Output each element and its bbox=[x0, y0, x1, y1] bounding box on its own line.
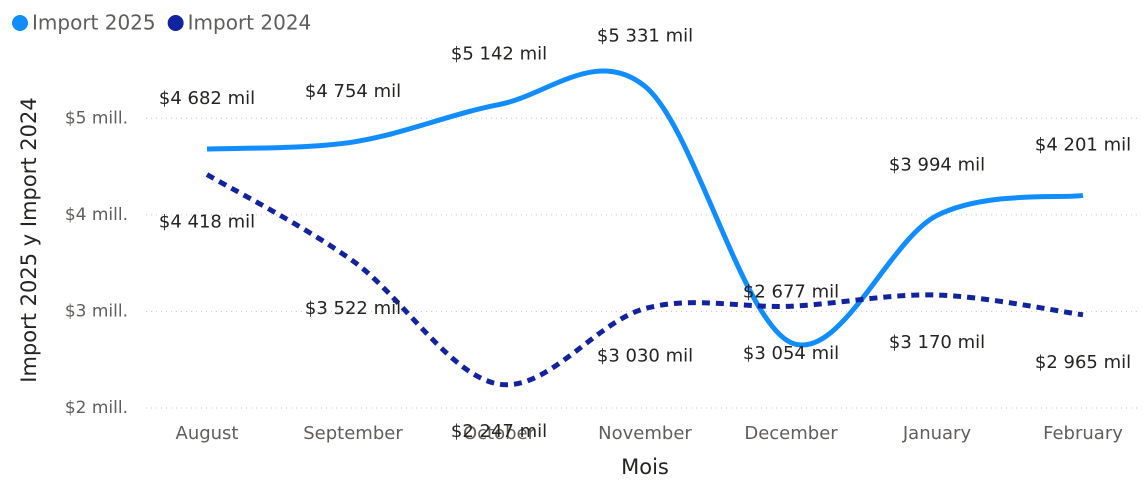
x-tick-label: October bbox=[463, 423, 536, 444]
data-label: $2 677 mil bbox=[743, 282, 839, 303]
y-tick-label: $4 mill. bbox=[65, 205, 128, 225]
x-tick-label: February bbox=[1043, 423, 1123, 444]
data-label: $4 682 mil bbox=[159, 88, 255, 109]
data-label: $3 054 mil bbox=[743, 343, 839, 364]
data-label: $4 754 mil bbox=[305, 81, 401, 102]
data-label: $4 418 mil bbox=[159, 211, 255, 232]
x-tick-label: December bbox=[744, 423, 838, 444]
legend-marker bbox=[167, 15, 184, 31]
y-tick-label: $5 mill. bbox=[65, 108, 128, 128]
data-label: $5 142 mil bbox=[451, 44, 547, 65]
legend-label: Import 2025 bbox=[32, 11, 156, 35]
y-tick-label: $2 mill. bbox=[65, 398, 128, 418]
x-tick-label: January bbox=[902, 423, 972, 444]
data-label: $2 247 mil bbox=[451, 421, 547, 442]
series-line bbox=[206, 68, 1084, 348]
data-label: $3 170 mil bbox=[889, 332, 985, 353]
data-label: $3 994 mil bbox=[889, 154, 985, 175]
data-label: $3 522 mil bbox=[305, 298, 401, 319]
legend-label: Import 2024 bbox=[188, 11, 312, 35]
y-tick-label: $3 mill. bbox=[65, 301, 128, 321]
x-tick-label: September bbox=[303, 423, 403, 444]
data-label: $5 331 mil bbox=[597, 25, 693, 46]
data-label: $4 201 mil bbox=[1035, 134, 1131, 155]
legend-marker bbox=[12, 15, 28, 31]
x-axis-title: Mois bbox=[621, 455, 669, 479]
series-line bbox=[205, 172, 1084, 388]
y-axis-title: Import 2025 y Import 2024 bbox=[17, 97, 41, 382]
data-label: $2 965 mil bbox=[1035, 352, 1131, 373]
x-tick-label: August bbox=[176, 423, 239, 444]
data-label: $3 030 mil bbox=[597, 346, 693, 367]
x-tick-label: November bbox=[598, 423, 692, 444]
